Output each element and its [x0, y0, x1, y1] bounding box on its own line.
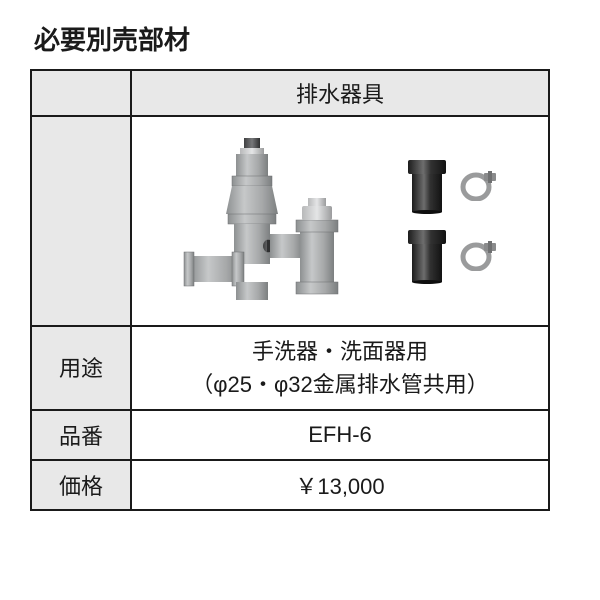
model-label: 品番 [31, 410, 131, 460]
product-image-cell [131, 116, 549, 326]
header-category: 排水器具 [131, 70, 549, 116]
use-label: 用途 [31, 326, 131, 410]
use-value: 手洗器・洗面器用 （φ25・φ32金属排水管共用） [131, 326, 549, 410]
connector-icon [404, 228, 450, 284]
connector-set [404, 158, 498, 284]
use-line2: （φ25・φ32金属排水管共用） [191, 372, 488, 397]
spec-table: 排水器具 [30, 69, 550, 511]
clamp-icon [458, 171, 498, 201]
header-blank [31, 70, 131, 116]
product-image [132, 126, 548, 316]
connector-icon [404, 158, 450, 214]
model-value: EFH-6 [131, 410, 549, 460]
use-line1: 手洗器・洗面器用 [252, 339, 428, 364]
drain-fitting-icon [182, 136, 382, 306]
price-value: ￥13,000 [131, 460, 549, 510]
section-title: 必要別売部材 [34, 20, 570, 57]
image-row-label [31, 116, 131, 326]
price-label: 価格 [31, 460, 131, 510]
connector-row [404, 158, 498, 214]
clamp-icon [458, 241, 498, 271]
connector-row [404, 228, 498, 284]
